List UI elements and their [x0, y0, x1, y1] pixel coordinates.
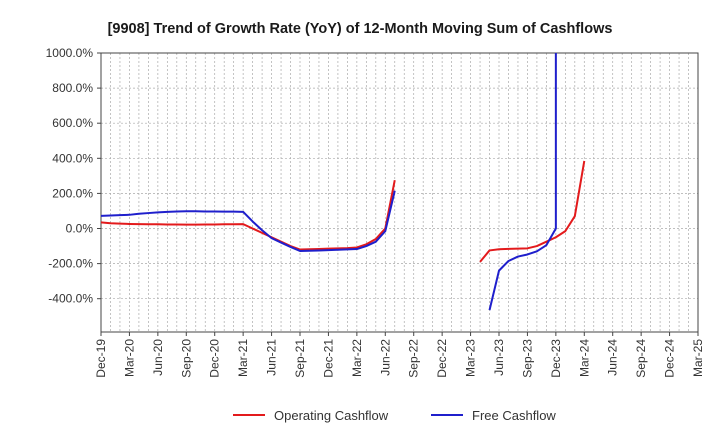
x-tick-label: Mar-21	[236, 339, 250, 377]
x-tick-label: Dec-22	[435, 339, 449, 378]
y-tick-label: 0.0%	[66, 222, 94, 236]
x-tick-label: Mar-24	[577, 339, 591, 377]
y-axis: 1000.0% 800.0% 600.0% 400.0% 200.0% 0.0% -200.…	[46, 46, 101, 306]
y-tick-label: -200.0%	[48, 257, 93, 271]
free-cashflow-line	[101, 53, 557, 311]
x-tick-label: Sep-21	[293, 339, 307, 378]
x-tick-label: Dec-24	[663, 339, 677, 378]
x-tick-label: Sep-24	[634, 339, 648, 378]
x-tick-label: Dec-21	[321, 339, 335, 378]
y-tick-label: 1000.0%	[46, 46, 94, 60]
y-tick-label: 400.0%	[52, 151, 93, 165]
x-tick-label: Jun-24	[606, 339, 620, 376]
x-tick-label: Sep-23	[520, 339, 534, 378]
x-tick-label: Mar-20	[122, 339, 136, 377]
x-tick-label: Jun-22	[378, 339, 392, 376]
y-tick-label: 600.0%	[52, 116, 93, 130]
x-tick-label: Jun-23	[492, 339, 506, 376]
chart-title: [9908] Trend of Growth Rate (YoY) of 12-…	[108, 21, 613, 37]
x-tick-label: Sep-20	[179, 339, 193, 378]
x-tick-label: Dec-23	[549, 339, 563, 378]
operating-cashflow-line	[101, 160, 586, 263]
x-tick-label: Mar-23	[464, 339, 478, 377]
plot-area-border	[100, 52, 699, 333]
series-lines	[101, 53, 586, 311]
x-tick-label: Jun-21	[265, 339, 279, 376]
x-tick-label: Sep-22	[407, 339, 421, 378]
x-tick-label: Dec-20	[208, 339, 222, 378]
y-tick-label: 800.0%	[52, 81, 93, 95]
y-tick-label: 200.0%	[52, 186, 93, 200]
legend: Operating Cashflow Free Cashflow	[233, 408, 556, 423]
x-tick-label: Dec-19	[94, 339, 108, 378]
grid	[101, 53, 698, 332]
legend-operating-label: Operating Cashflow	[274, 408, 389, 423]
x-tick-label: Mar-25	[691, 339, 705, 377]
x-tick-label: Mar-22	[350, 339, 364, 377]
x-axis: Dec-19 Mar-20 Jun-20 Sep-20 Dec-20 Mar-21 Jun-…	[94, 332, 705, 378]
legend-free-label: Free Cashflow	[472, 408, 556, 423]
y-tick-label: -400.0%	[48, 292, 93, 306]
x-tick-label: Jun-20	[151, 339, 165, 376]
